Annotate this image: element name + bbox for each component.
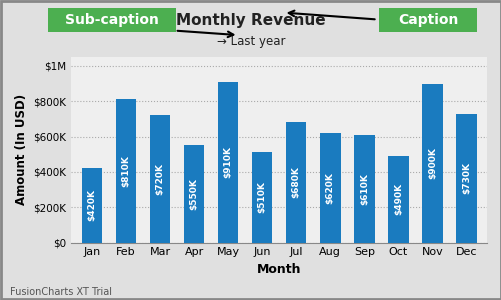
Text: $620K: $620K — [325, 172, 334, 204]
Bar — [82, 168, 102, 243]
Text: $730K: $730K — [461, 162, 470, 194]
Text: → Last year: → Last year — [216, 34, 285, 47]
Bar — [183, 146, 204, 243]
Bar — [149, 115, 170, 243]
Text: Caption: Caption — [397, 13, 457, 27]
Text: $910K: $910K — [223, 146, 232, 178]
Text: $810K: $810K — [121, 155, 130, 187]
Text: $680K: $680K — [291, 167, 300, 198]
Text: $510K: $510K — [257, 182, 266, 214]
Bar — [217, 82, 238, 243]
Bar — [353, 135, 374, 243]
Bar — [286, 122, 306, 243]
Bar — [320, 133, 340, 243]
Text: FusionCharts XT Trial: FusionCharts XT Trial — [10, 287, 112, 297]
Text: $490K: $490K — [393, 183, 402, 215]
Text: $420K: $420K — [87, 190, 96, 221]
Bar — [421, 83, 442, 243]
X-axis label: Month: Month — [257, 263, 301, 276]
Text: $720K: $720K — [155, 163, 164, 195]
Bar — [455, 114, 476, 243]
Bar — [387, 156, 408, 243]
Text: Sub-caption: Sub-caption — [65, 13, 158, 27]
Text: $550K: $550K — [189, 178, 198, 210]
Y-axis label: Amount (In USD): Amount (In USD) — [15, 94, 28, 206]
Text: $610K: $610K — [359, 173, 368, 205]
Bar — [115, 99, 136, 243]
Text: Monthly Revenue: Monthly Revenue — [176, 14, 325, 28]
Bar — [252, 152, 272, 243]
Text: $900K: $900K — [427, 147, 436, 179]
